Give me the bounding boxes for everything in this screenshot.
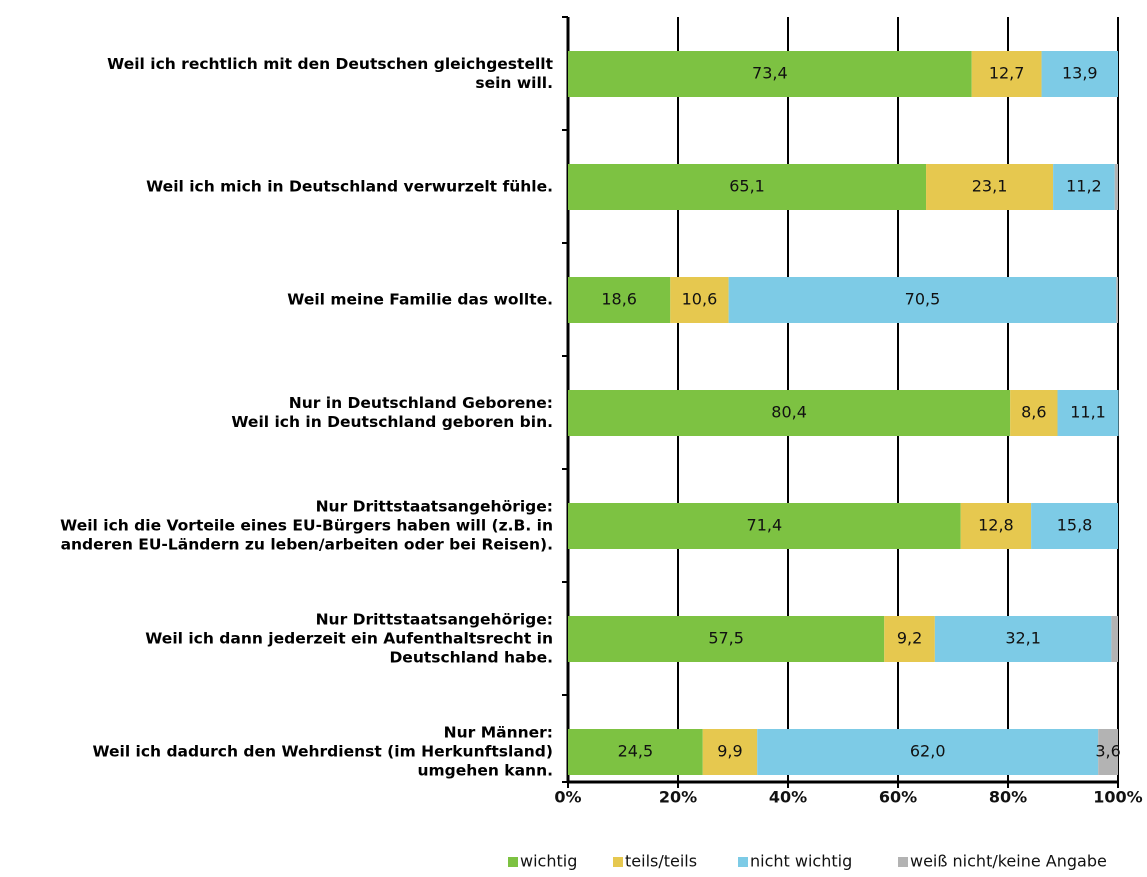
bar-segment — [1114, 164, 1118, 210]
bar-segment — [568, 503, 961, 549]
bar-segment — [702, 729, 758, 775]
data-label: 70,5 — [905, 290, 941, 309]
bar-segment — [568, 277, 671, 323]
bar-segment — [568, 729, 703, 775]
bar-segment — [568, 164, 927, 210]
bar-segment — [1031, 503, 1118, 549]
category-label: Weil ich mich in Deutschland verwurzelt … — [146, 177, 553, 196]
x-tick-label: 80% — [989, 788, 1027, 807]
bar-segment — [568, 616, 885, 662]
legend-label: weiß nicht/keine Angabe — [910, 852, 1107, 871]
category-label: Weil meine Familie das wollte. — [287, 290, 553, 309]
data-label: 8,6 — [1021, 403, 1046, 422]
data-label: 32,1 — [1005, 629, 1041, 648]
category-label: Nur Drittstaatsangehörige: Weil ich die … — [60, 497, 553, 554]
bar-segment — [1053, 164, 1115, 210]
data-label: 11,1 — [1070, 403, 1106, 422]
category-label: Nur Drittstaatsangehörige: Weil ich dann… — [145, 610, 553, 667]
data-label: 18,6 — [601, 290, 637, 309]
data-label: 71,4 — [747, 516, 783, 535]
category-label: Nur in Deutschland Geborene: Weil ich in… — [231, 394, 553, 431]
data-label: 3,6 — [1095, 742, 1120, 761]
data-label: 12,7 — [989, 64, 1025, 83]
bar-segment — [971, 51, 1042, 97]
legend-label: teils/teils — [625, 852, 697, 871]
bar-segment — [728, 277, 1117, 323]
legend-label: wichtig — [520, 852, 577, 871]
category-label: Weil ich rechtlich mit den Deutschen gle… — [107, 55, 553, 92]
data-label: 57,5 — [708, 629, 744, 648]
data-label: 9,9 — [717, 742, 742, 761]
legend-swatch — [738, 857, 748, 867]
bar-segment — [1098, 729, 1118, 775]
data-label: 65,1 — [729, 177, 765, 196]
data-label: 73,4 — [752, 64, 788, 83]
bar-segment — [568, 390, 1011, 436]
bar-segment — [670, 277, 729, 323]
bar-segment — [884, 616, 935, 662]
bar-segment — [1010, 390, 1058, 436]
data-label: 13,9 — [1062, 64, 1098, 83]
legend-swatch — [508, 857, 518, 867]
data-label: 15,8 — [1057, 516, 1093, 535]
x-tick-label: 40% — [769, 788, 807, 807]
data-label: 10,6 — [682, 290, 718, 309]
x-tick-label: 20% — [659, 788, 697, 807]
x-tick-label: 0% — [554, 788, 581, 807]
legend-swatch — [613, 857, 623, 867]
data-label: 11,2 — [1066, 177, 1102, 196]
legend-swatch — [898, 857, 908, 867]
data-label: 12,8 — [978, 516, 1014, 535]
category-label: Nur Männer: Weil ich dadurch den Wehrdie… — [92, 723, 553, 780]
bar-segment — [1111, 616, 1118, 662]
bar-segment — [934, 616, 1112, 662]
x-tick-label: 100% — [1093, 788, 1142, 807]
data-label: 80,4 — [771, 403, 807, 422]
bar-segment — [757, 729, 1099, 775]
data-label: 24,5 — [618, 742, 654, 761]
bar-segment — [926, 164, 1054, 210]
bar-segment — [1116, 277, 1118, 323]
x-tick-label: 60% — [879, 788, 917, 807]
bar-segment — [960, 503, 1032, 549]
legend-label: nicht wichtig — [750, 852, 852, 871]
bar-segment — [568, 51, 972, 97]
bar-segment — [1057, 390, 1119, 436]
bar-segment — [1041, 51, 1118, 97]
data-label: 9,2 — [897, 629, 922, 648]
data-label: 23,1 — [972, 177, 1008, 196]
data-label: 62,0 — [910, 742, 946, 761]
